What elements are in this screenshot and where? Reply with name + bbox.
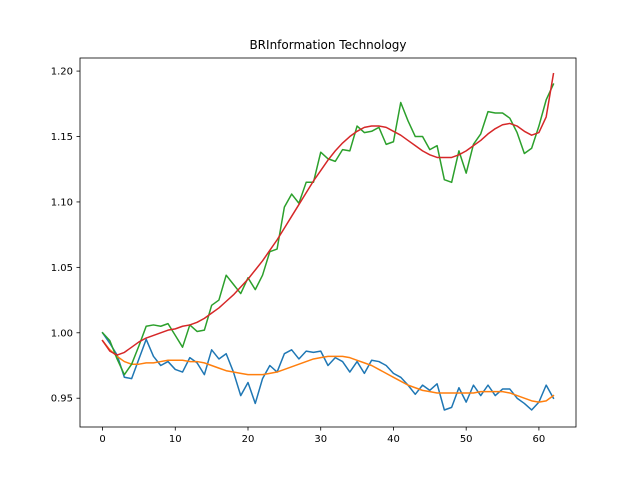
x-tick-label: 40 (387, 434, 400, 445)
y-tick-label: 1.15 (51, 132, 73, 143)
series-line-3 (101, 83, 555, 376)
x-tick-label: 20 (242, 434, 255, 445)
x-tick-label: 0 (99, 434, 105, 445)
series-line-2 (101, 339, 555, 403)
y-tick-label: 1.20 (51, 67, 73, 78)
plot-frame (79, 57, 577, 428)
y-tick-label: 0.95 (51, 394, 73, 405)
x-tick-label: 30 (314, 434, 327, 445)
chart-title: BRInformation Technology (249, 38, 406, 52)
x-tick-label: 10 (169, 434, 182, 445)
y-tick-label: 1.05 (51, 263, 73, 274)
y-tick-label: 1.10 (51, 197, 73, 208)
series-line-4 (101, 72, 555, 356)
x-tick-label: 60 (533, 434, 546, 445)
axes-layer: 0 10 20 30 40 50 60 0.95 1.00 1.05 1.10 1.15 1.20 (51, 57, 577, 445)
y-tick-label: 1.00 (51, 328, 73, 339)
x-tick-label: 50 (460, 434, 473, 445)
series-layer (101, 72, 555, 411)
